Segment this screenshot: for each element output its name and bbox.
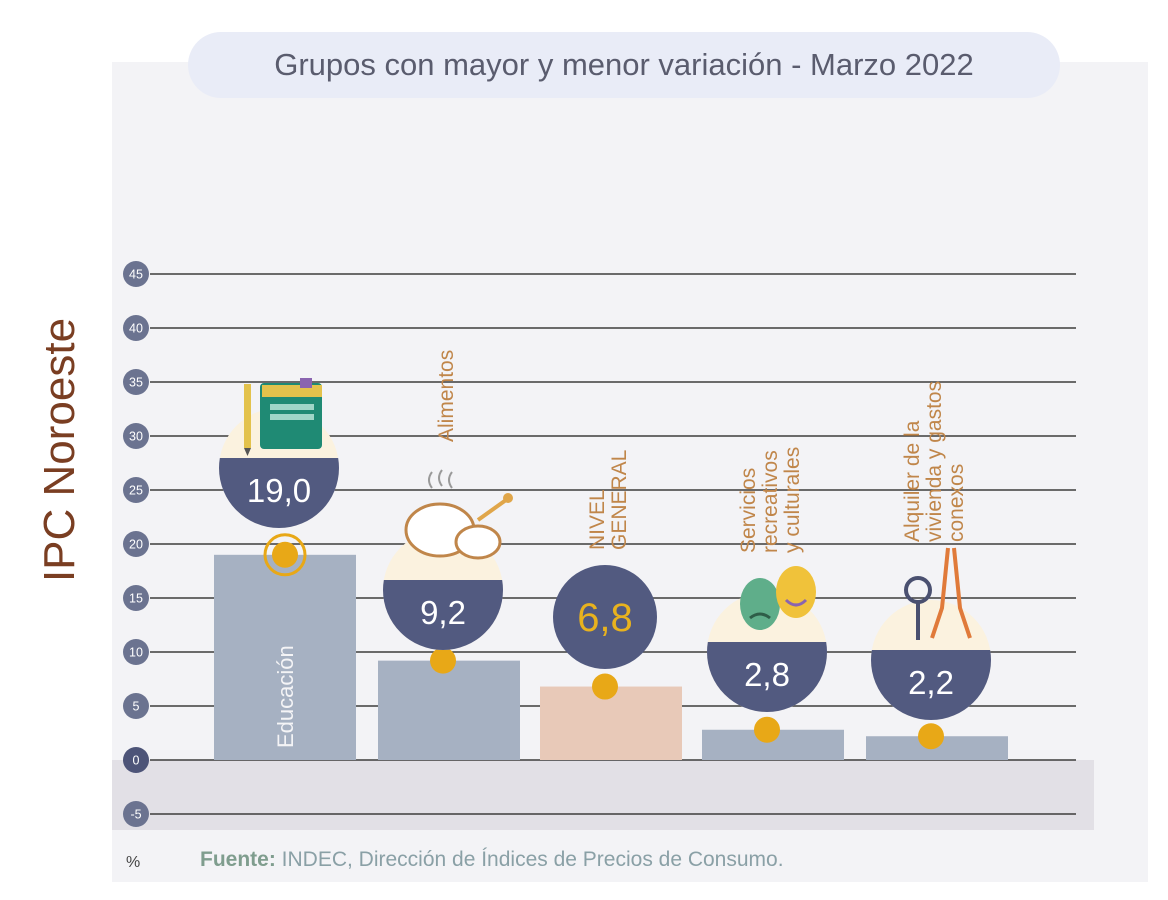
book-top [262, 385, 322, 397]
chicken-bone [476, 498, 508, 522]
sad-mouth [749, 612, 771, 620]
value-marker [592, 673, 618, 700]
value-badge [553, 565, 657, 669]
unit-label: % [126, 854, 141, 871]
chart-title-pill: Grupos con mayor y menor variación - Mar… [188, 32, 1060, 98]
value-marker [430, 647, 456, 674]
y-tick-label: -5 [130, 808, 141, 822]
source-note: Fuente: INDEC, Dirección de Índices de P… [200, 848, 784, 872]
book-line [270, 414, 314, 420]
y-tick-circle [123, 801, 149, 827]
value-badge [383, 580, 503, 650]
chicken-leg [454, 524, 502, 560]
y-tick-circle [123, 693, 149, 719]
y-tick-circle [123, 531, 149, 557]
value-label: 6,8 [577, 596, 633, 640]
chicken-bone-end [503, 493, 513, 503]
value-marker [918, 723, 944, 750]
category-label: GENERAL [608, 450, 631, 550]
y-tick-label: 15 [129, 592, 143, 606]
roast-chicken-icon [404, 469, 513, 560]
bar-group: Educación 19,0 [214, 378, 356, 760]
category-label: y culturales [781, 447, 804, 553]
y-tick-label: 10 [129, 646, 143, 660]
category-label: Servicios [737, 468, 760, 553]
key-and-pliers-icon [904, 547, 972, 640]
y-tick-label: 30 [129, 430, 143, 444]
bar-group: Alimentos 9,2 [378, 350, 520, 760]
value-badge [219, 458, 339, 528]
value-marker-ring [263, 533, 307, 577]
y-tick-label: 25 [129, 484, 143, 498]
y-tick-label: 40 [129, 322, 143, 336]
category-label: vivienda y gastos [923, 381, 946, 542]
sad-mask [740, 578, 780, 630]
y-tick-label: 35 [129, 376, 143, 390]
source-prefix: Fuente: [200, 848, 276, 871]
bar [214, 554, 356, 760]
bar [378, 660, 520, 760]
value-label: 19,0 [247, 472, 311, 509]
pencil [244, 384, 251, 448]
y-tick-circle [123, 423, 149, 449]
bar [866, 736, 1008, 760]
value-label: 2,2 [908, 664, 954, 701]
value-label: 2,8 [744, 656, 790, 693]
theater-masks-icon [740, 566, 816, 630]
y-tick-label: 0 [133, 754, 140, 768]
y-tick-circle [123, 747, 149, 773]
book-line [270, 404, 314, 410]
bar-group: Servicios recreativos y culturales 2,8 [702, 447, 844, 760]
steam [428, 469, 453, 489]
y-tick-circle [123, 639, 149, 665]
y-tick-circle [123, 369, 149, 395]
category-label: Alimentos [435, 350, 458, 442]
value-marker [272, 541, 298, 568]
y-tick-circle [123, 585, 149, 611]
book-tab [300, 378, 312, 388]
y-tick-label: 20 [129, 538, 143, 552]
negative-band [112, 760, 1094, 830]
category-label: Educación [273, 645, 298, 748]
chart-title: Grupos con mayor y menor variación - Mar… [274, 47, 974, 82]
value-badge [707, 642, 827, 712]
value-marker [754, 716, 780, 743]
happy-mask [776, 566, 816, 618]
category-label: recreativos [759, 450, 782, 553]
value-badge [871, 650, 991, 720]
bar-group: Alquiler de la vivienda y gastos conexos 2,… [866, 381, 1008, 760]
category-label: NIVEL [586, 489, 609, 550]
y-tick-label: 5 [133, 700, 140, 714]
y-tick-circle [123, 315, 149, 341]
y-tick-circle [123, 477, 149, 503]
value-label: 9,2 [420, 594, 466, 631]
source-text: INDEC, Dirección de Índices de Precios d… [275, 848, 784, 871]
happy-mouth [784, 598, 808, 607]
bar [540, 686, 682, 760]
pencil-tip [244, 448, 251, 456]
y-tick-circle [123, 261, 149, 287]
category-label: conexos [945, 464, 968, 542]
pliers [930, 547, 972, 639]
book-icon [244, 378, 322, 456]
y-tick-label: 45 [129, 268, 143, 282]
category-label: Alquiler de la [901, 420, 924, 542]
bar-group: NIVEL GENERAL 6,8 [540, 450, 682, 760]
